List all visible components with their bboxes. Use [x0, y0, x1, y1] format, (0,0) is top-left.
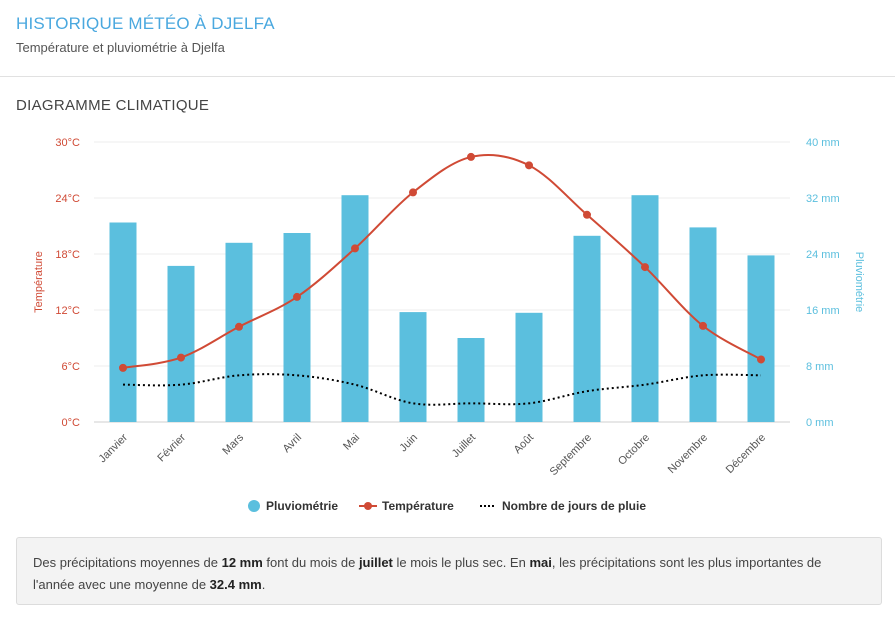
bar-pluviometrie	[573, 235, 601, 422]
x-tick-label: Janvier	[97, 431, 131, 465]
legend-label-temperature: Température	[382, 499, 454, 513]
y-left-tick-label: 18°C	[55, 249, 80, 261]
line-temperature	[122, 153, 762, 369]
y-right-tick-label: 0 mm	[806, 417, 834, 429]
point-temperature	[699, 321, 707, 330]
page-title: HISTORIQUE MÉTÉO À DJELFA	[16, 14, 275, 33]
point-temperature	[583, 210, 591, 219]
y-right-axis-label: Pluviométrie	[853, 252, 865, 313]
y-left-tick-label: 6°C	[62, 361, 81, 373]
header: HISTORIQUE MÉTÉO À DJELFA Température et…	[0, 0, 895, 77]
y-right-tick-label: 8 mm	[806, 361, 834, 373]
info-text-3: le mois le plus sec. En	[392, 555, 530, 570]
y-right-tick-label: 24 mm	[806, 249, 840, 261]
y-left-tick-label: 0°C	[62, 417, 81, 429]
section-title: DIAGRAMME CLIMATIQUE	[16, 97, 210, 114]
y-right-tick-label: 32 mm	[806, 193, 840, 205]
x-tick-label: Avril	[281, 432, 304, 455]
point-temperature	[641, 263, 649, 272]
page-subtitle: Température et pluviométrie à Djelfa	[16, 40, 225, 55]
y-left-tick-label: 30°C	[55, 137, 80, 149]
x-tick-label: Mars	[220, 431, 246, 457]
info-text-5: .	[261, 577, 266, 592]
info-text-1: Des précipitations moyennes de	[33, 555, 222, 570]
info-box: Des précipitations moyennes de 12 mm fon…	[16, 537, 882, 605]
info-text-4: , les précipitations sont les plus impor…	[33, 555, 822, 592]
bar-pluviometrie	[283, 233, 311, 422]
x-tick-label: Septembre	[548, 432, 595, 479]
x-tick-label: Mai	[341, 432, 362, 453]
y-right-tick-label: 16 mm	[806, 305, 840, 317]
x-tick-label: Octobre	[616, 432, 652, 468]
legend-label-jours-de-pluie: Nombre de jours de pluie	[502, 499, 646, 513]
x-tick-label: Juillet	[450, 432, 478, 460]
x-tick-label: Décembre	[724, 432, 768, 476]
x-tick-label: Août	[512, 432, 536, 456]
info-value-max-rain: 32.4 mm	[209, 577, 262, 592]
bar-pluviometrie	[515, 312, 543, 422]
point-temperature	[409, 188, 417, 197]
point-temperature	[293, 292, 301, 301]
y-right-tick-label: 40 mm	[806, 137, 840, 149]
bar-pluviometrie	[167, 265, 195, 422]
bar-pluviometrie	[457, 338, 485, 422]
legend-swatch-temperature-dot	[364, 502, 372, 510]
bar-pluviometrie	[399, 312, 427, 422]
y-left-tick-label: 24°C	[55, 193, 80, 205]
legend-label-pluviometrie: Pluviométrie	[266, 499, 338, 513]
point-temperature	[467, 152, 475, 161]
x-tick-label: Novembre	[666, 432, 710, 476]
y-left-tick-label: 12°C	[55, 305, 80, 317]
point-temperature	[177, 353, 185, 362]
info-value-dry-month: juillet	[358, 555, 393, 570]
point-temperature	[235, 322, 243, 331]
y-left-axis-label: Température	[33, 251, 45, 313]
bar-pluviometrie	[341, 195, 369, 422]
climate-chart: 0°C 0 mm 6°C 8 mm 12°C 16 mm 18°C 24 mm 24°C 32 m…	[33, 137, 865, 513]
point-temperature	[351, 244, 359, 253]
point-temperature	[757, 355, 765, 364]
bar-pluviometrie	[631, 195, 659, 422]
legend-swatch-pluviometrie	[248, 500, 260, 512]
bar-pluviometrie	[109, 222, 137, 422]
info-value-wet-month: mai	[529, 555, 552, 570]
x-tick-label: Février	[155, 431, 188, 464]
point-temperature	[119, 363, 127, 372]
line-jours-de-pluie	[122, 373, 762, 406]
point-temperature	[525, 161, 533, 170]
x-tick-label: Juin	[397, 432, 420, 455]
info-text-2: font du mois de	[262, 555, 359, 570]
info-value-min-rain: 12 mm	[221, 555, 263, 570]
bar-pluviometrie	[747, 255, 775, 422]
